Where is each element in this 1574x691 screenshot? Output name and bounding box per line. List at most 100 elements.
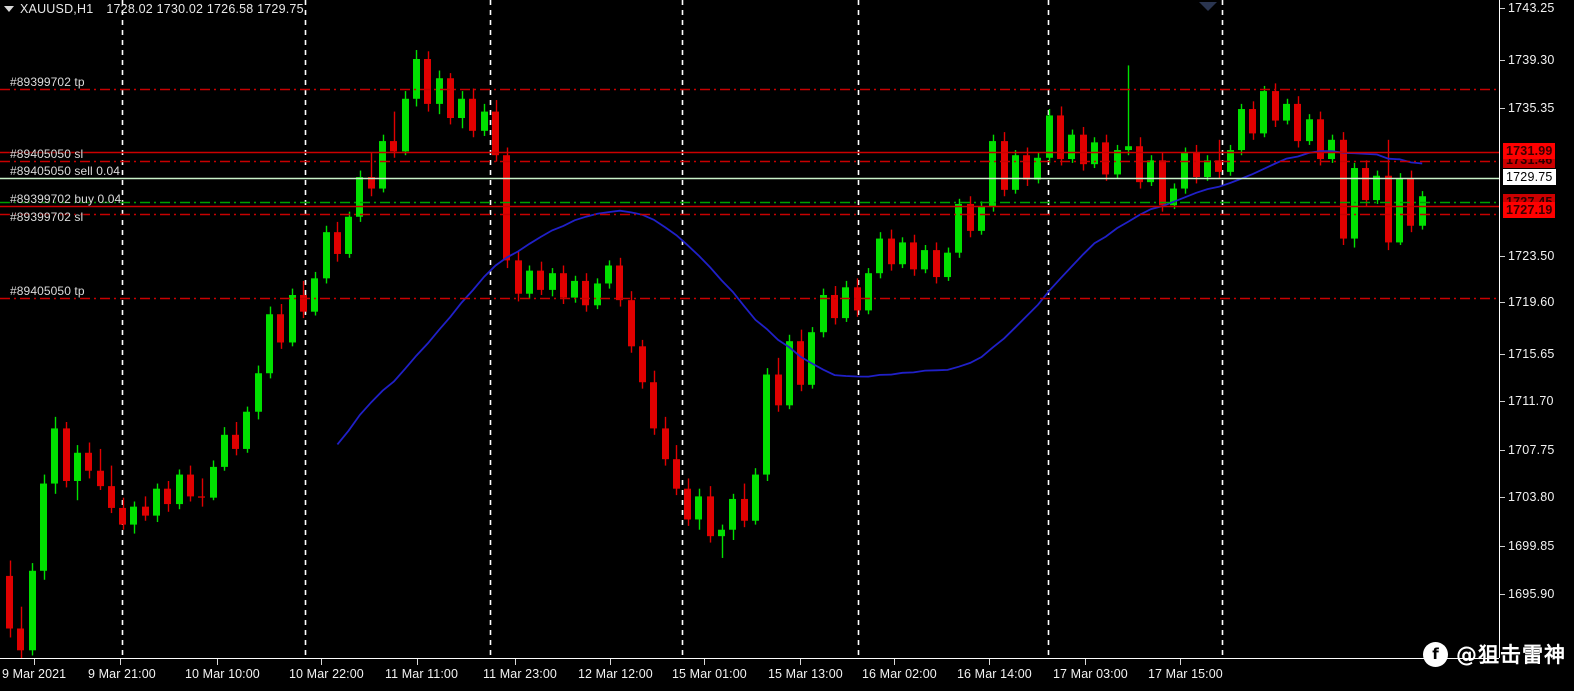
time-scale[interactable]: 9 Mar 2021 9 Mar 21:00 10 Mar 10:00 10 Mar … <box>0 658 1499 691</box>
candle-body-bear <box>108 486 115 508</box>
candle-body-bull <box>605 265 612 284</box>
candle-body-bull <box>718 529 725 537</box>
candle-body-bull <box>1170 188 1177 206</box>
candle-body-bear <box>6 575 13 629</box>
candle-body-bear <box>97 470 104 487</box>
price-tick-label: 1735.35 <box>1508 101 1555 115</box>
candle-body-bull <box>266 314 273 374</box>
candle-body-bull <box>379 141 386 189</box>
time-tick <box>120 659 121 665</box>
time-tick-label: 9 Mar 2021 <box>2 667 67 681</box>
candle-body-bear <box>707 496 714 537</box>
time-tick-label: 16 Mar 02:00 <box>862 667 937 681</box>
candle-body-bull <box>1227 150 1234 172</box>
price-tick <box>1500 450 1505 451</box>
price-tick <box>1500 60 1505 61</box>
price-tick-label: 1719.60 <box>1508 295 1555 309</box>
candle-body-bull <box>40 483 47 571</box>
price-tick <box>1500 546 1505 547</box>
candle-body-bull <box>571 280 578 298</box>
candle-body-bear <box>1136 146 1143 183</box>
candle-body-bear <box>639 346 646 383</box>
time-tick <box>515 659 516 665</box>
time-tick-label: 9 Mar 21:00 <box>88 667 156 681</box>
time-tick-label: 11 Mar 11:00 <box>385 667 459 681</box>
candle-body-bull <box>921 250 928 270</box>
candlestick-chart-svg <box>0 0 1499 658</box>
candle-body-bear <box>775 374 782 406</box>
price-tick <box>1500 401 1505 402</box>
candle-body-bull <box>1181 152 1188 189</box>
candle-body-bull <box>458 98 465 119</box>
candle-body-bear <box>582 280 589 306</box>
time-tick-label: 16 Mar 14:00 <box>957 667 1032 681</box>
price-highlight-label: 1729.75 <box>1503 169 1556 185</box>
candle-body-bull <box>345 216 352 254</box>
candle-body-bear <box>1340 139 1347 239</box>
candle-body-bear <box>1385 175 1392 243</box>
time-tick <box>321 659 322 665</box>
candle-body-bear <box>390 141 397 152</box>
candle-body-bull <box>729 498 736 530</box>
candle-body-bull <box>1068 134 1075 160</box>
candle-body-bear <box>1023 155 1030 180</box>
candle-body-bull <box>865 273 872 311</box>
candle-body-bull <box>210 466 217 498</box>
candle-body-bear <box>1215 160 1222 172</box>
candle-body-bear <box>967 203 974 231</box>
candle-body-bear <box>1001 141 1008 190</box>
candle-body-bull <box>1147 160 1154 183</box>
time-tick-label: 11 Mar 23:00 <box>483 667 557 681</box>
candle-body-bull <box>413 59 420 99</box>
time-tick-label: 15 Mar 01:00 <box>672 667 747 681</box>
candle-body-bear <box>63 428 70 481</box>
candle-body-bull <box>311 278 318 312</box>
candle-body-bear <box>187 474 194 497</box>
candle-body-bull <box>1419 196 1426 226</box>
candle-body-bear <box>1407 178 1414 226</box>
candle-body-bull <box>549 273 556 290</box>
candle-body-bull <box>176 474 183 505</box>
candle-body-bear <box>616 265 623 301</box>
candle-body-bear <box>1362 168 1369 201</box>
candle-body-bull <box>255 373 262 412</box>
price-tick-label: 1711.70 <box>1508 394 1554 408</box>
candle-body-bull <box>1306 119 1313 142</box>
candle-body-bear <box>684 488 691 520</box>
candle-body-bull <box>289 295 296 343</box>
candle-body-bull <box>1114 150 1121 175</box>
candle-body-bear <box>741 498 748 521</box>
candle-body-bear <box>1294 103 1301 142</box>
candle-body-bear <box>537 270 544 290</box>
candle-body-bull <box>989 141 996 207</box>
time-tick-label: 10 Mar 10:00 <box>185 667 260 681</box>
candle-body-bear <box>164 488 171 505</box>
candle-body-bull <box>786 341 793 406</box>
time-tick <box>800 659 801 665</box>
candle-body-bear <box>831 295 838 319</box>
candle-body-bear <box>300 295 307 312</box>
candle-body-bull <box>29 570 36 651</box>
chart-top-marker-icon <box>1199 2 1217 11</box>
price-tick-label: 1695.90 <box>1508 587 1555 601</box>
candle-body-bear <box>1057 115 1064 160</box>
candle-body-bull <box>842 287 849 319</box>
price-highlight-label: 1731.99 <box>1503 143 1555 159</box>
candle-body-bull <box>243 411 250 449</box>
candle-body-bull <box>1351 168 1358 239</box>
time-tick <box>1180 659 1181 665</box>
price-tick <box>1500 354 1505 355</box>
candle-body-bear <box>368 177 375 189</box>
price-tick <box>1500 497 1505 498</box>
candle-body-bull <box>1283 103 1290 121</box>
candle-body-bull <box>752 474 759 521</box>
candle-body-bear <box>1317 119 1324 160</box>
price-highlight-label: 1727.19 <box>1503 202 1555 218</box>
candle-body-bear <box>1102 142 1109 175</box>
candle-body-bull <box>153 488 160 516</box>
price-scale[interactable]: 1743.25 1739.30 1735.35 1723.50 1719.60 1715.… <box>1499 0 1574 658</box>
time-tick <box>34 659 35 665</box>
candle-body-bear <box>277 314 284 343</box>
price-tick-label: 1743.25 <box>1508 1 1555 15</box>
chart-plot-area[interactable] <box>0 0 1499 658</box>
